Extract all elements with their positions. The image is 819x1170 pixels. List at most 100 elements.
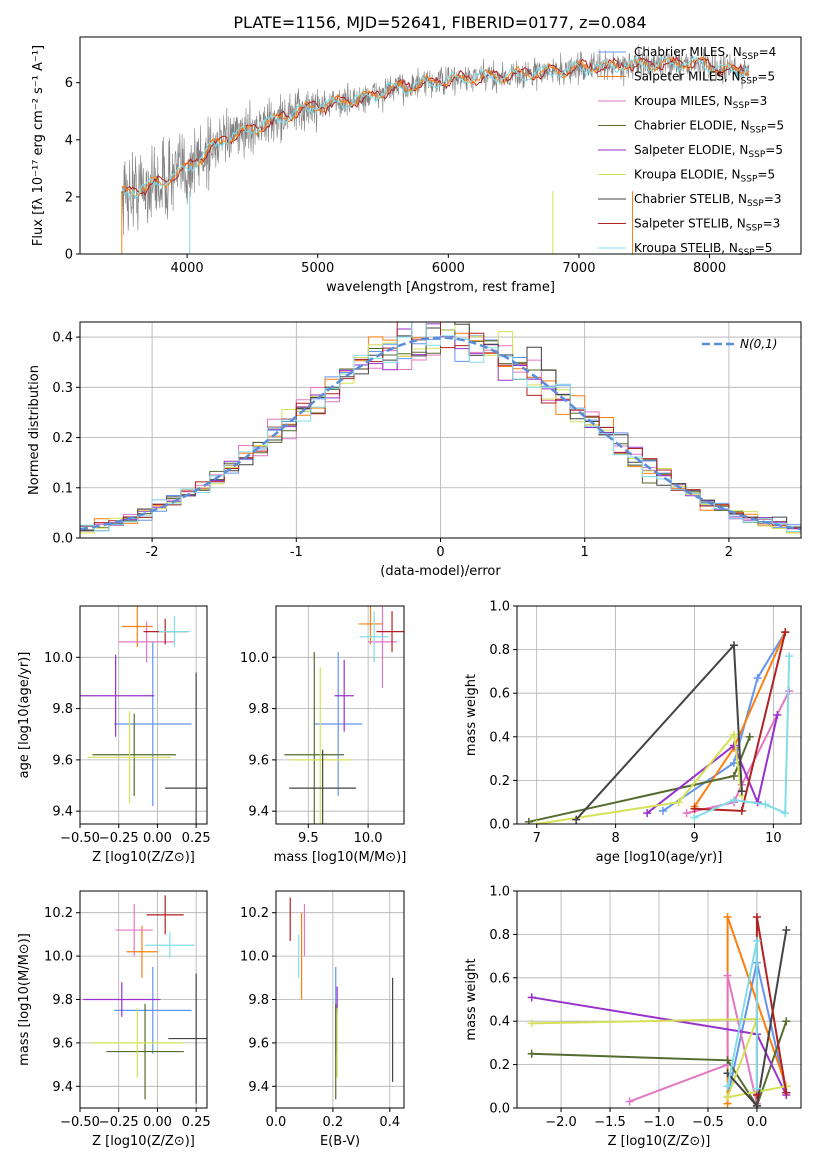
x-axis-label: age [log10(age/yr)] <box>596 850 723 865</box>
x-axis-label: Z [log10(Z/Z⊙)] <box>92 850 195 865</box>
y-tick-label: 0 <box>65 248 73 263</box>
weight-point-marker <box>773 711 782 719</box>
x-tick-label: 5000 <box>301 261 334 276</box>
y-tick-label: 9.4 <box>248 1080 269 1095</box>
histogram-series <box>80 322 801 529</box>
weight-point-marker <box>729 730 738 739</box>
x-tick-label: 7 <box>533 831 541 846</box>
panel-mass_age: 9.5 10.0 9.4 9.6 9.8 10.0 mass [log10(M/M⊙)] <box>240 605 407 865</box>
weight-series-line <box>536 732 743 824</box>
weight-point-marker <box>752 936 761 945</box>
legend-entry: Kroupa ELODIE, NSSP=5 <box>634 168 775 185</box>
weight-point-marker <box>782 1017 791 1026</box>
weight-point-marker <box>745 732 754 741</box>
legend-entry: Chabrier ELODIE, NSSP=5 <box>634 119 784 136</box>
x-tick-label: 10.0 <box>354 831 383 846</box>
legend-entry: Kroupa MILES, NSSP=3 <box>634 94 767 111</box>
x-tick-label: −0.50 <box>60 1115 100 1130</box>
x-axis-label: wavelength [Angstrom, rest frame] <box>326 280 555 295</box>
weight-point-marker <box>527 993 536 1002</box>
y-tick-label: 9.6 <box>248 1036 269 1051</box>
weight-point-marker <box>723 1093 732 1102</box>
x-tick-label: −0.50 <box>60 831 100 846</box>
y-tick-label: 1.0 <box>489 600 510 615</box>
x-tick-label: -1 <box>290 545 303 560</box>
figure-title: PLATE=1156, MJD=52641, FIBERID=0177, z=0… <box>233 13 646 32</box>
weight-point-marker <box>752 1084 761 1093</box>
weight-point-marker <box>781 628 790 637</box>
weight-series-line <box>755 916 788 1095</box>
y-axis-label: Normed distribution <box>27 365 42 495</box>
x-axis-label: mass [log10(M/M⊙)] <box>274 850 407 865</box>
x-axis-label: E(B-V) <box>320 1134 360 1149</box>
observed-spectrum-line <box>121 44 750 236</box>
legend-entry: Salpeter ELODIE, NSSP=5 <box>634 143 783 160</box>
x-tick-label: 0.00 <box>143 1115 172 1130</box>
y-tick-label: 0.2 <box>489 774 510 789</box>
plot-area <box>284 606 404 824</box>
y-tick-label: 6 <box>65 76 73 91</box>
x-tick-label: 10 <box>765 831 782 846</box>
weight-point-marker <box>781 809 790 818</box>
y-tick-label: 0.4 <box>489 1015 510 1030</box>
y-tick-label: 10.0 <box>240 950 269 965</box>
x-tick-label: −1.5 <box>594 1115 626 1130</box>
weight-point-marker <box>782 926 791 935</box>
y-tick-label: 9.6 <box>52 1036 73 1051</box>
y-tick-label: 0.6 <box>489 687 510 702</box>
y-tick-label: 2 <box>65 190 73 205</box>
y-tick-label: 9.4 <box>248 805 269 820</box>
x-tick-label: −1.0 <box>643 1115 675 1130</box>
y-tick-label: 9.4 <box>52 805 73 820</box>
plot-area <box>80 322 801 534</box>
x-tick-label: 9.5 <box>298 831 319 846</box>
weight-point-marker <box>729 741 738 750</box>
x-tick-label: 0.0 <box>747 1115 768 1130</box>
weight-point-marker <box>690 804 699 813</box>
y-tick-label: 0.0 <box>489 1102 510 1117</box>
weight-point-marker <box>752 913 761 922</box>
x-tick-label: 0.4 <box>379 1115 400 1130</box>
weight-point-marker <box>752 1101 761 1108</box>
weight-point-marker <box>729 796 738 805</box>
weight-point-marker <box>737 787 746 796</box>
weight-point-marker <box>527 1019 536 1028</box>
weight-point-marker <box>723 1056 732 1065</box>
weight-point-marker <box>527 1049 536 1058</box>
y-tick-label: 9.8 <box>52 993 73 1008</box>
weight-point-marker <box>782 1088 791 1097</box>
panel-z_age: −0.50−0.25 0.00 0.25 9.4 9.6 9.8 10.0 Z [log10(… <box>17 605 211 865</box>
x-axis-label: Z [log10(Z/Z⊙)] <box>608 1134 711 1149</box>
x-tick-label: 0 <box>436 545 444 560</box>
x-tick-label: 6000 <box>432 261 465 276</box>
legend-entry: Kroupa STELIB, NSSP=5 <box>634 241 772 258</box>
legend-entry: Chabrier MILES, NSSP=4 <box>634 45 776 62</box>
legend-entry: Chabrier STELIB, NSSP=3 <box>634 192 782 209</box>
panel-residuals: -2 -1 0 1 2 0.0 0.1 0.2 0.3 0.4 (data-model)/error… <box>27 321 802 579</box>
x-tick-label: 8 <box>611 831 619 846</box>
panel-spectrum: 4000 5000 6000 7000 8000 0 2 4 6 wavelength [Angs… <box>31 36 802 295</box>
y-tick-label: 0.4 <box>489 730 510 745</box>
y-tick-label: 10.0 <box>44 950 73 965</box>
x-tick-label: 9 <box>690 831 698 846</box>
weight-point-marker <box>723 1082 732 1091</box>
y-tick-label: 1.0 <box>489 885 510 900</box>
x-tick-label: 0.25 <box>182 831 211 846</box>
x-tick-label: 2 <box>725 545 733 560</box>
weight-point-marker <box>524 817 533 824</box>
y-tick-label: 0.0 <box>52 532 73 547</box>
panel-ebv_mass: 0.0 0.2 0.4 9.4 9.6 9.8 10.0 10.2 E(B-V) <box>240 890 405 1149</box>
weight-point-marker <box>753 673 762 682</box>
plot-area <box>524 628 794 824</box>
y-axis-label: mass weight <box>464 958 479 1040</box>
y-axis-label: age [log10(age/yr)] <box>17 652 32 779</box>
y-tick-label: 0.1 <box>52 481 73 496</box>
axes-frame <box>275 605 405 825</box>
panel-weight_z: −2.0 −1.5 −1.0 −0.5 0.0 0.0 0.2 0.4 0.6 0.8 1.0 Z [… <box>464 885 802 1149</box>
weight-series-line <box>646 714 779 814</box>
plot-area <box>83 895 207 1104</box>
y-tick-label: 9.8 <box>248 993 269 1008</box>
x-tick-label: 7000 <box>562 261 595 276</box>
legend: Chabrier MILES, NSSP=4 Salpeter MILES, NS… <box>598 45 784 258</box>
